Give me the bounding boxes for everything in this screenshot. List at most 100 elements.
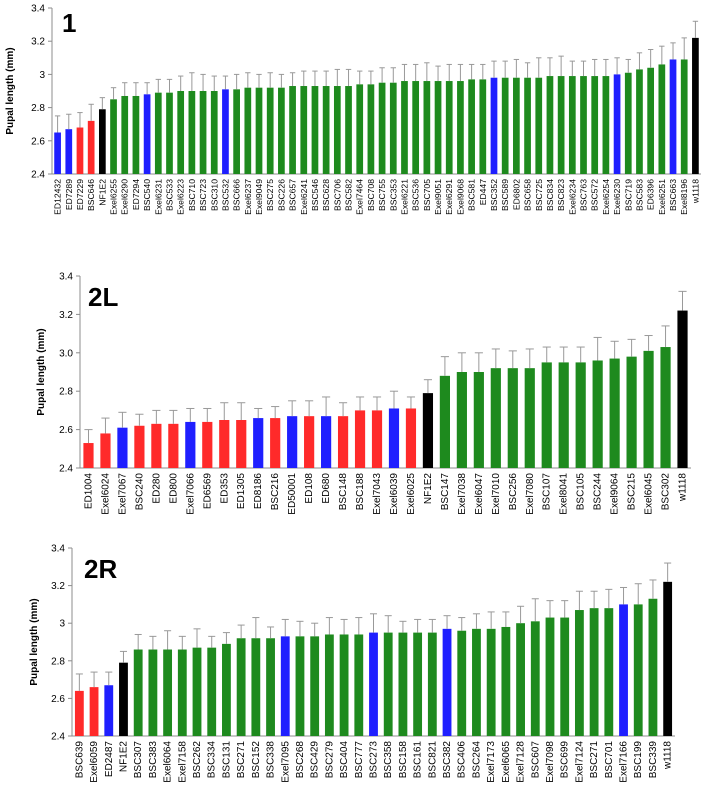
y-tick-label: 2.4 <box>31 170 45 181</box>
bar <box>524 368 535 468</box>
x-tick-label: Exel7166 <box>619 741 630 783</box>
y-axis-label: Pupal length (mm) <box>5 47 16 134</box>
x-tick-label: Exel7038 <box>457 473 468 515</box>
bar <box>574 610 584 736</box>
x-tick-label: Exel6237 <box>243 179 253 215</box>
bar <box>192 647 202 736</box>
x-tick-label: NF1E2 <box>423 473 434 505</box>
x-tick-label: BSC338 <box>266 741 277 779</box>
bar <box>636 69 643 174</box>
x-tick-label: Exel6059 <box>89 741 100 783</box>
bar <box>185 421 196 468</box>
bar <box>427 632 437 736</box>
bar <box>300 86 308 174</box>
x-tick-label: BSC216 <box>270 473 281 511</box>
bar <box>104 685 114 736</box>
bar <box>486 628 496 736</box>
x-tick-label: BSC275 <box>265 179 275 211</box>
bar <box>378 82 386 174</box>
bar <box>168 423 179 468</box>
x-tick-label: BSC582 <box>344 179 354 211</box>
bar <box>545 617 555 736</box>
y-tick-label: 3 <box>39 70 45 81</box>
bar <box>345 86 352 174</box>
bar <box>609 358 620 468</box>
x-tick-label: ED1004 <box>83 473 94 510</box>
y-tick-label: 3.2 <box>31 37 45 48</box>
bar <box>589 608 599 736</box>
x-tick-label: BSC572 <box>590 179 600 211</box>
bar <box>98 109 106 174</box>
x-tick-label: Exel7067 <box>117 473 128 515</box>
bar <box>322 86 330 174</box>
bar <box>154 92 162 174</box>
bar <box>253 418 264 468</box>
bar <box>490 77 498 174</box>
x-tick-label: Exel6065 <box>501 741 512 783</box>
x-tick-label: ED7289 <box>64 179 74 210</box>
bar <box>339 634 349 736</box>
bar <box>151 423 162 468</box>
bar <box>251 638 261 736</box>
x-tick-label: BSC279 <box>324 741 335 779</box>
x-tick-label: ED7294 <box>131 179 141 210</box>
x-tick-label: BSC429 <box>310 741 321 779</box>
x-tick-label: BSC382 <box>442 741 453 779</box>
x-tick-label: Exel7124 <box>574 741 585 783</box>
x-tick-label: BSC161 <box>413 741 424 779</box>
bar <box>604 608 614 736</box>
bar <box>560 617 570 736</box>
x-tick-label: BSC834 <box>545 179 555 211</box>
x-tick-label: Exel7066 <box>185 473 196 515</box>
bar <box>383 632 393 736</box>
x-tick-label: w1118 <box>690 179 700 204</box>
bar <box>134 425 145 468</box>
x-tick-label: ED7229 <box>75 179 85 210</box>
bar <box>602 76 610 174</box>
bar <box>87 120 95 174</box>
panel-2l: 2.4 2.6 2.8 3.0 3.2 3.4 Pupal length (mm) 2L ED1… <box>36 272 691 515</box>
x-tick-label: BSC264 <box>471 741 482 779</box>
bar <box>658 64 666 174</box>
bar <box>356 84 364 174</box>
x-tick-label: BSC339 <box>648 741 659 779</box>
bar <box>121 95 129 174</box>
x-tick-label: Exel6231 <box>153 179 163 215</box>
bar <box>633 604 643 736</box>
bar <box>568 76 576 174</box>
x-tick-label: Exel6234 <box>567 179 577 215</box>
x-tick-label: Exel6255 <box>109 179 119 215</box>
bar <box>222 643 231 736</box>
x-tick-label: ED8186 <box>253 473 264 510</box>
y-tick-label: 2.6 <box>31 136 45 147</box>
y-tick-label: 2.6 <box>51 694 65 705</box>
bar <box>388 408 400 468</box>
x-tick-label: Exel6290 <box>120 179 130 215</box>
y-tick-label: 3.2 <box>59 310 73 321</box>
x-tick-label: BSC719 <box>623 179 633 211</box>
bar <box>647 67 655 174</box>
bar <box>354 410 366 468</box>
bar <box>289 86 296 174</box>
bar <box>401 81 408 174</box>
x-tick-label: Exel7080 <box>525 473 536 515</box>
bar <box>619 604 628 736</box>
bar <box>445 81 453 174</box>
bar <box>222 89 229 174</box>
bar <box>501 626 511 736</box>
x-tick-label: BSC256 <box>508 473 519 511</box>
x-tick-label: Exel6047 <box>474 473 485 515</box>
bar <box>530 621 540 736</box>
panel-1: 2.4 2.6 2.8 3 3.2 3.4 Pupal length (mm) 1 ED1243… <box>5 4 701 215</box>
bar <box>83 443 94 468</box>
bar <box>513 77 520 174</box>
bar <box>110 99 117 174</box>
x-tick-label: BSC307 <box>133 741 144 779</box>
x-tick-label: BSC273 <box>369 741 380 779</box>
x-tick-label: Exel6254 <box>601 179 611 215</box>
x-tick-label: BSC701 <box>604 741 615 779</box>
x-tick-label: BSC199 <box>633 741 644 779</box>
x-tick-label: w1118 <box>678 473 689 502</box>
x-tick-label: BSC639 <box>74 741 85 779</box>
